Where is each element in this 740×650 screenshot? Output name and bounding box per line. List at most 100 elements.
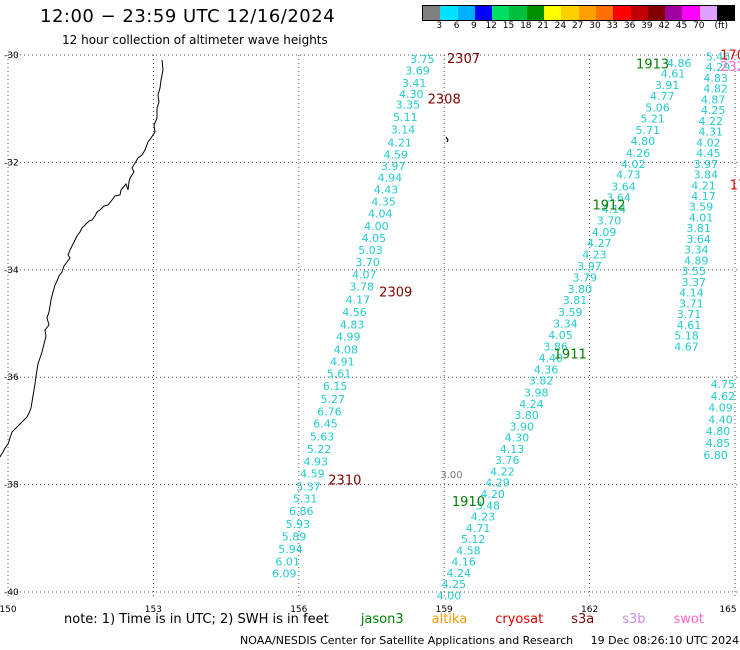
color-swatch: [457, 6, 475, 20]
wave-height-label: 5.94: [278, 543, 303, 556]
wave-height-label: 4.04: [368, 208, 393, 221]
page-title: 12:00 − 23:59 UTC 12/16/2024: [40, 6, 336, 27]
notes-legend: note: 1) Time is in UTC; 2) SWH is in fe…: [64, 612, 732, 627]
wave-height-label: 4.45: [696, 147, 721, 160]
color-swatch: [526, 6, 545, 20]
color-scale-label: 30: [589, 21, 601, 31]
wave-height-label: 5.37: [296, 481, 321, 494]
color-swatch: [423, 6, 441, 20]
pass-number-label: 17: [730, 178, 740, 193]
wave-height-label: 5.22: [307, 443, 332, 456]
wave-height-label: 3.76: [495, 454, 520, 467]
color-scale-label: 15: [502, 21, 515, 31]
wave-height-label: 3.84: [694, 169, 719, 182]
wave-height-label: 3.70: [597, 215, 622, 228]
wave-height-label: 4.83: [340, 318, 365, 331]
color-swatch: [578, 6, 596, 20]
x-tick-label: 162: [581, 605, 598, 615]
wave-height-label: 4.17: [691, 190, 716, 203]
track-cryosat-pass-1: 4.754.624.094.404.804.856.80: [703, 378, 735, 462]
color-scale-label: 3: [436, 21, 443, 31]
wave-height-label: 3.64: [611, 180, 636, 193]
color-swatch: [440, 6, 458, 20]
wave-height-label: 5.21: [640, 113, 665, 126]
color-scale-label: 18: [520, 21, 532, 31]
color-scale-label: 36: [623, 21, 636, 31]
wave-height-label: 4.99: [336, 331, 361, 344]
satellite-legend-cryosat: cryosat: [495, 612, 544, 627]
wave-height-label: 4.26: [626, 147, 651, 160]
wave-height-label: 4.23: [471, 511, 496, 524]
wave-height-label: 3.34: [553, 317, 578, 330]
color-swatch: [474, 6, 493, 20]
color-swatch: [682, 6, 700, 20]
wave-height-label: 4.14: [679, 287, 704, 300]
wave-height-label: 3.82: [529, 375, 554, 388]
wave-height-label: 4.00: [437, 590, 462, 603]
wave-height-label: 5.12: [461, 533, 486, 546]
y-tick-label: -32: [4, 158, 19, 168]
wave-height-label: 3.59: [689, 201, 714, 214]
page-subtitle: 12 hour collection of altimeter wave hei…: [62, 33, 328, 47]
wave-height-label: 4.91: [330, 355, 355, 368]
x-tick-label: 159: [436, 605, 453, 615]
color-swatch: [509, 6, 527, 20]
wave-height-label: 6.01: [275, 556, 300, 569]
wave-height-label: 3.97: [381, 160, 406, 173]
wave-height-label: 4.00: [364, 220, 389, 233]
y-tick-label: -38: [4, 481, 19, 491]
wave-height-label: 3.79: [573, 272, 598, 285]
wave-height-label: 4.62: [711, 390, 736, 403]
wave-height-label: 4.21: [691, 179, 716, 192]
color-scale-label: 21: [537, 21, 549, 31]
wave-height-label: 4.25: [442, 578, 467, 591]
wave-height-label: 4.01: [689, 211, 714, 224]
color-scale-label: 12: [485, 21, 497, 31]
wave-height-label: 4.93: [304, 455, 329, 468]
track-s3a-pass-2: 5.464.294.834.824.874.254.224.314.024.45…: [674, 50, 730, 353]
wave-height-label: 6.09: [272, 568, 297, 581]
satellite-legend-altika: altika: [431, 612, 468, 627]
wave-height-label: 4.43: [374, 184, 399, 197]
color-swatch: [665, 6, 683, 20]
pass-number-label: 1913: [636, 57, 669, 72]
wave-height-label: 4.24: [519, 398, 544, 411]
altimeter-tracks: 3.753.693.414.303.355.113.144.214.593.97…: [272, 50, 735, 602]
pass-number-label: 2308: [428, 92, 461, 107]
color-swatch: [492, 6, 510, 20]
lat-lon-grid: [7, 54, 740, 598]
color-scale-label: 45: [675, 21, 688, 31]
color-scale-label: 27: [571, 21, 584, 31]
wave-height-label: 4.59: [383, 149, 408, 162]
color-scale-label: (ft): [714, 21, 729, 31]
wave-height-label: 3.86: [543, 340, 568, 353]
pass-number-label: 2309: [379, 286, 412, 301]
wave-height-label: 4.87: [701, 93, 726, 106]
color-swatch: [613, 6, 631, 20]
wave-height-label: 5.63: [310, 431, 335, 444]
wave-height-label: 3.70: [355, 256, 380, 269]
wave-height-label: 4.80: [631, 135, 656, 148]
wave-height-label: 4.85: [706, 437, 731, 450]
wave-height-label: 5.71: [636, 124, 661, 137]
wave-height-label: 3.90: [509, 420, 534, 433]
wave-height-label: 3.81: [563, 294, 588, 307]
wave-height-label: 4.09: [708, 402, 733, 415]
wave-height-label: 3.80: [514, 409, 539, 422]
color-swatch: [630, 6, 648, 20]
y-tick-label: -30: [4, 51, 19, 61]
wave-height-label: 3.48: [476, 499, 501, 512]
color-swatch: [595, 6, 614, 20]
wave-height-label: 3.69: [405, 64, 430, 77]
wave-height-label: 4.31: [699, 126, 724, 139]
wave-height-label: 3.41: [402, 77, 427, 90]
wave-height-label: 4.40: [708, 413, 733, 426]
color-scale-label: 9: [471, 21, 477, 31]
color-swatch: [699, 6, 718, 20]
wave-height-label: 3.75: [410, 53, 435, 66]
wave-height-label: 4.58: [456, 544, 481, 557]
y-tick-label: -36: [4, 373, 19, 383]
wave-height-label: 4.56: [342, 306, 367, 319]
